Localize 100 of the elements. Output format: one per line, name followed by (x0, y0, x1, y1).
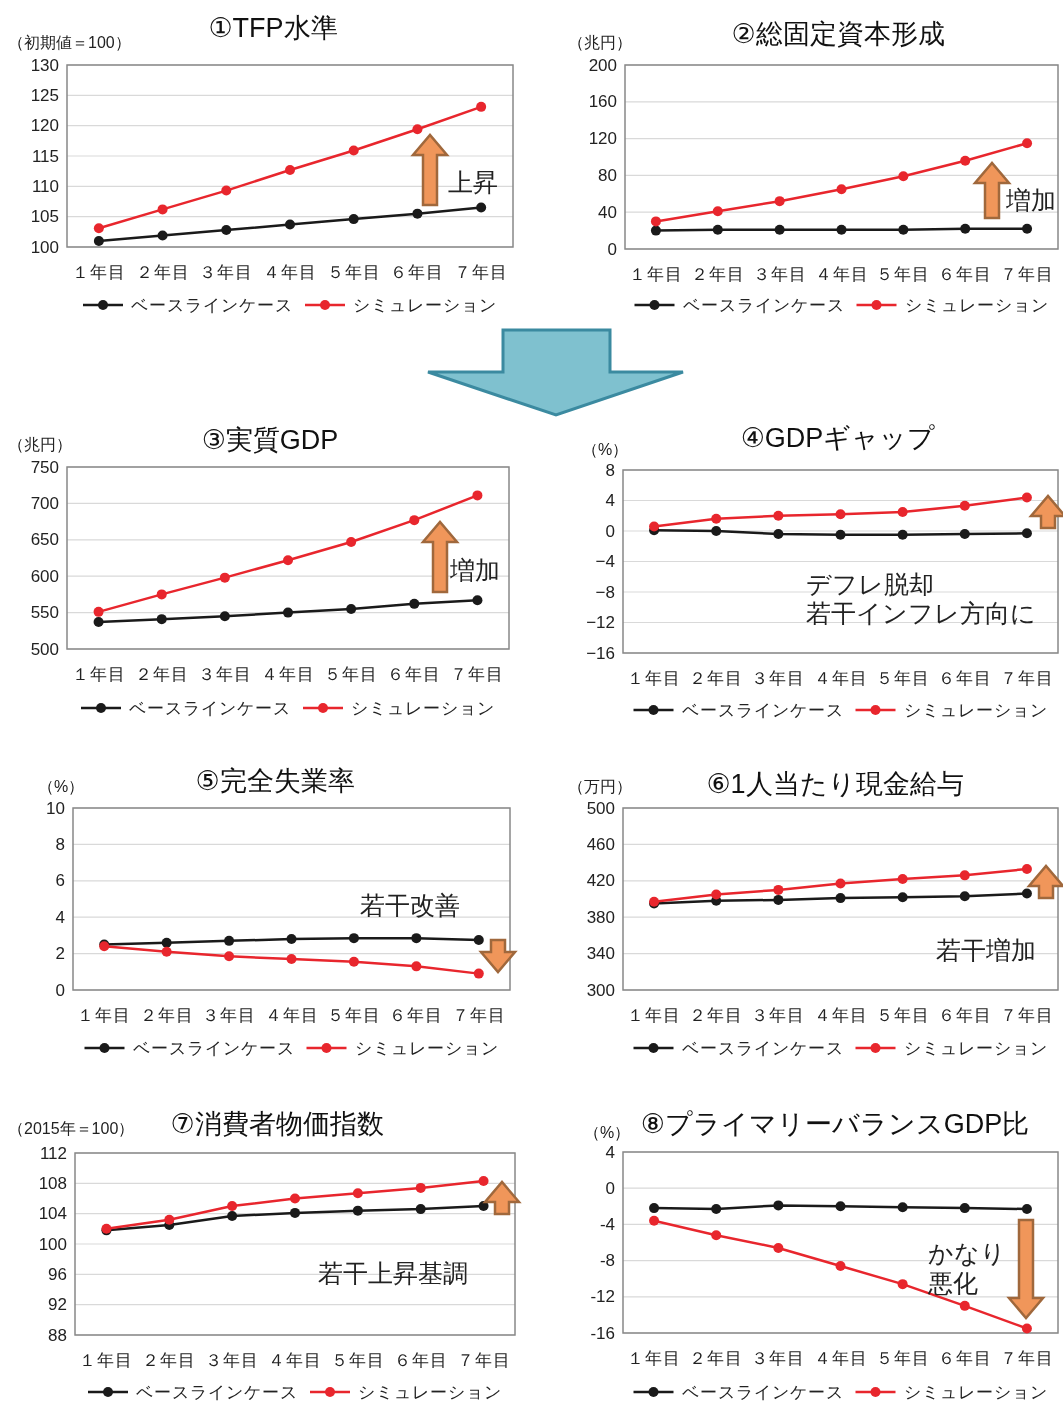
point (897, 1279, 908, 1290)
point (164, 1214, 175, 1225)
point (650, 216, 661, 227)
x-tick-label: ２年目 (689, 1005, 744, 1025)
x-tick-label: ３年目 (751, 1348, 806, 1368)
point (157, 204, 168, 215)
point (1021, 888, 1032, 899)
x-tick-label: ４年目 (813, 1005, 868, 1025)
point (286, 954, 297, 965)
point (959, 1300, 970, 1311)
y-axis-title: （兆円） (8, 435, 72, 453)
point (959, 891, 970, 902)
legend-label: ベースラインケース (136, 1382, 298, 1402)
y-tick-label: -4 (599, 1214, 615, 1234)
y-axis-title: （兆円） (568, 33, 632, 51)
point (346, 603, 357, 614)
x-tick-label: ２年目 (690, 264, 745, 284)
annotation: 若干改善 (360, 891, 460, 919)
x-tick-label: ４年目 (264, 1005, 319, 1025)
point (227, 1201, 238, 1212)
y-tick-label: -16 (590, 1323, 615, 1343)
x-tick-label: ５年目 (324, 664, 379, 684)
point (285, 164, 295, 175)
x-tick-label: ３年目 (202, 1005, 257, 1025)
chart-title: ③実質GDP (201, 425, 339, 455)
x-tick-label: １年目 (77, 1005, 132, 1025)
y-tick-label: 460 (586, 834, 615, 854)
point (409, 515, 420, 526)
y-tick-label: 4 (605, 1142, 615, 1162)
point (773, 529, 784, 540)
legend-label: ベースラインケース (131, 295, 293, 315)
point (93, 606, 104, 617)
x-tick-label: ４年目 (268, 1350, 322, 1370)
chart-title: ⑦消費者物価指数 (170, 1109, 384, 1139)
point (835, 878, 846, 889)
legend-label: シミュレーション (903, 1382, 1048, 1402)
y-tick-label: −16 (586, 643, 615, 663)
y-tick-label: 6 (55, 871, 65, 891)
point (835, 529, 846, 540)
point (283, 555, 293, 566)
point (650, 225, 661, 236)
legend-label: ベースラインケース (682, 295, 845, 315)
point (412, 208, 423, 219)
point (960, 223, 971, 234)
point (711, 513, 722, 524)
point (415, 1204, 426, 1215)
point (224, 951, 235, 962)
y-tick-label: 92 (48, 1295, 67, 1315)
point (898, 224, 909, 235)
point (773, 894, 784, 905)
annotation: 若干上昇基調 (318, 1259, 468, 1287)
point (835, 509, 846, 520)
x-tick-label: ２年目 (139, 1005, 194, 1025)
point (711, 1230, 722, 1241)
point (290, 1207, 300, 1218)
y-tick-label: 108 (38, 1173, 67, 1193)
legend-label: シミュレーション (353, 295, 497, 315)
y-tick-label: 125 (30, 85, 59, 105)
point (93, 617, 104, 628)
point (712, 206, 723, 217)
x-tick-label: １年目 (627, 668, 682, 688)
y-tick-label: 650 (30, 530, 59, 550)
point (1021, 1323, 1032, 1334)
y-tick-label: 112 (39, 1143, 67, 1163)
y-tick-label: 0 (605, 1178, 615, 1198)
chart-title: ⑧プライマリーバランスGDP比 (640, 1109, 1030, 1139)
x-tick-label: ６年目 (389, 1005, 444, 1025)
point (478, 1176, 489, 1187)
y-axis-title: （%） (584, 1123, 631, 1141)
y-tick-label: 88 (48, 1325, 67, 1345)
point (835, 1201, 846, 1212)
legend-label: シミュレーション (903, 1038, 1048, 1058)
point (285, 219, 295, 230)
chart-title: ①TFP水準 (208, 13, 338, 43)
annotation: デフレ脱却 (806, 570, 934, 598)
x-tick-label: ２年目 (134, 664, 189, 684)
y-tick-label: 115 (31, 146, 59, 166)
legend-label: ベースラインケース (132, 1038, 295, 1058)
legend-label: シミュレーション (903, 700, 1048, 720)
y-tick-label: 40 (598, 202, 617, 222)
point (959, 1203, 970, 1214)
x-tick-label: ５年目 (875, 1005, 930, 1025)
y-tick-label: 2 (55, 944, 65, 964)
x-tick-label: ３年目 (205, 1350, 260, 1370)
y-tick-label: 340 (586, 944, 615, 964)
x-tick-label: ３年目 (752, 264, 807, 284)
y-tick-label: 0 (607, 239, 617, 259)
point (711, 526, 722, 536)
x-tick-label: ４年目 (261, 664, 315, 684)
y-tick-label: -12 (590, 1287, 615, 1307)
y-tick-label: 500 (30, 639, 59, 659)
point (352, 1205, 363, 1216)
x-tick-label: １年目 (71, 262, 126, 282)
x-tick-label: １年目 (627, 1005, 682, 1025)
y-tick-label: 300 (586, 980, 615, 1000)
x-tick-label: ７年目 (450, 664, 505, 684)
x-tick-label: ６年目 (938, 264, 993, 284)
point (286, 934, 297, 945)
y-tick-label: −8 (595, 582, 615, 602)
legend-label: ベースラインケース (681, 1382, 844, 1402)
